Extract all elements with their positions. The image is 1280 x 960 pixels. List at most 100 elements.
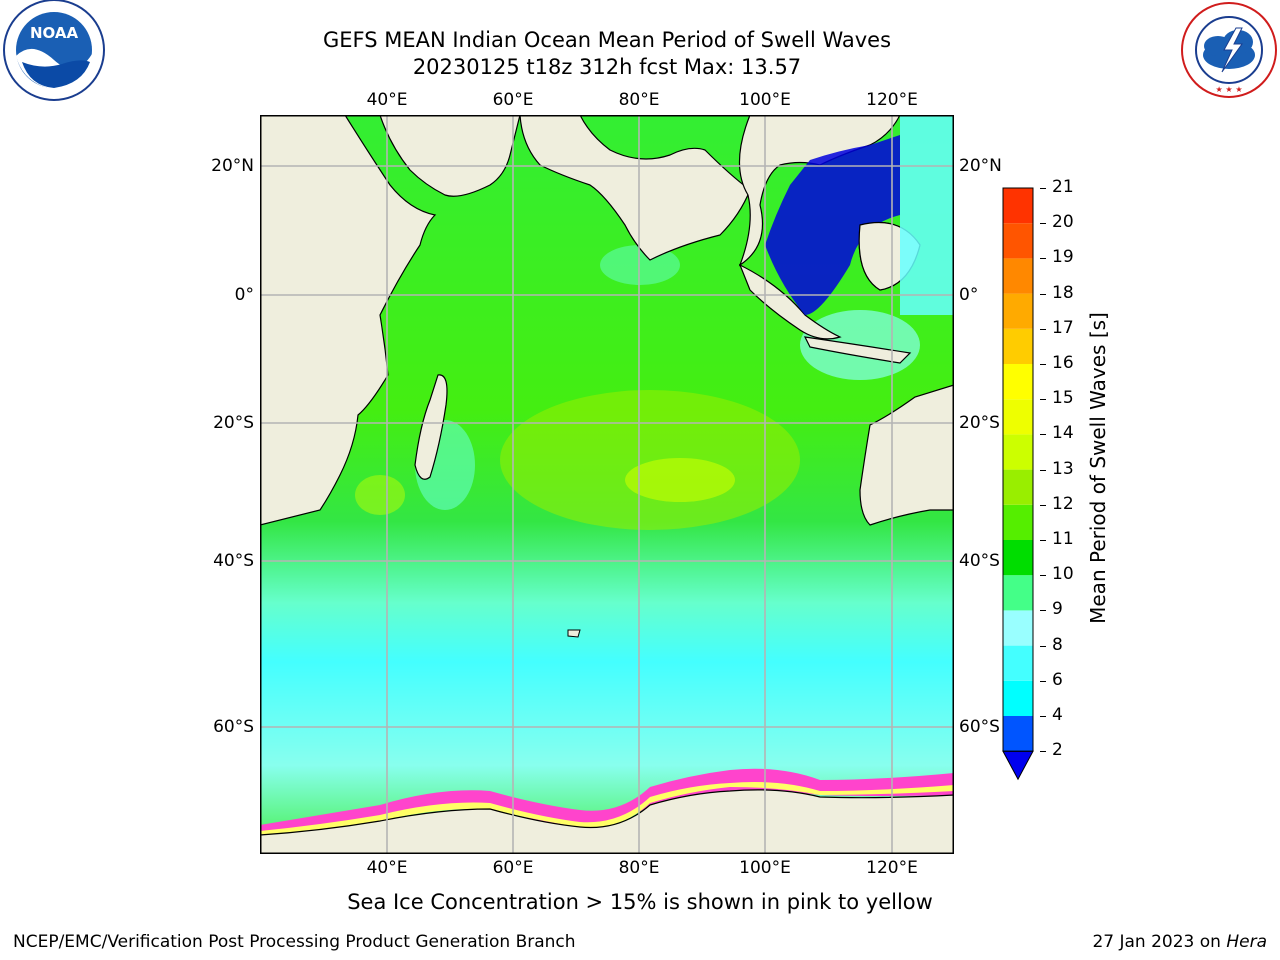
colorbar-tick xyxy=(1040,293,1046,295)
colorbar-swatches xyxy=(1002,187,1034,781)
india-land xyxy=(519,114,751,261)
colorbar-tick xyxy=(1040,575,1046,577)
colorbar-tick xyxy=(1040,610,1046,612)
colorbar-tick-label: 13 xyxy=(1052,458,1074,479)
lat-label-left: 0° xyxy=(234,285,254,305)
colorbar-tick-label: 6 xyxy=(1052,669,1063,690)
colorbar-tick xyxy=(1040,469,1046,471)
colorbar-tick xyxy=(1040,223,1046,225)
colorbar-swatch xyxy=(1003,188,1033,224)
kerguelen-island xyxy=(567,629,581,638)
colorbar-tick-label: 20 xyxy=(1052,212,1074,233)
lat-label-left: 20°N xyxy=(211,156,254,176)
lat-label-right: 60°S xyxy=(959,717,1000,737)
colorbar-swatch xyxy=(1003,258,1033,294)
colorbar-title: Mean Period of Swell Waves [s] xyxy=(1086,312,1110,624)
footer-date-text: 27 Jan 2023 on xyxy=(1092,932,1227,952)
chart-title-line2: 20230125 t18z 312h fcst Max: 13.57 xyxy=(412,55,802,79)
sea-ice-note: Sea Ice Concentration > 15% is shown in … xyxy=(347,890,933,914)
colorbar-swatch xyxy=(1003,540,1033,576)
svg-text:★ ★ ★: ★ ★ ★ xyxy=(1215,85,1242,94)
colorbar-swatch xyxy=(1003,680,1033,716)
colorbar-ticks: 21 20 19 18 17 16 15 14 13 12 11 10 9 8 6 4 2 xyxy=(1040,0,1100,960)
footer-date: 27 Jan 2023 on Hera xyxy=(1092,932,1267,952)
lon-label-top: 80°E xyxy=(618,90,660,110)
lon-label-top: 60°E xyxy=(492,90,534,110)
lon-label-bottom: 100°E xyxy=(739,858,791,878)
colorbar-tick xyxy=(1040,751,1046,753)
arabia-land xyxy=(379,114,521,197)
colorbar-swatch xyxy=(1003,716,1033,752)
nws-logo: ★ ★ ★ xyxy=(1178,0,1280,100)
colorbar-swatch xyxy=(1003,575,1033,611)
colorbar-tick-label: 14 xyxy=(1052,423,1074,444)
colorbar-tick-label: 8 xyxy=(1052,634,1063,655)
swell-core-region xyxy=(500,390,800,530)
lon-label-bottom: 40°E xyxy=(366,858,408,878)
antarctica-land xyxy=(259,789,955,855)
colorbar-swatch xyxy=(1003,364,1033,400)
colorbar-tick-label: 15 xyxy=(1052,388,1074,409)
colorbar-tick xyxy=(1040,540,1046,541)
footer-credit: NCEP/EMC/Verification Post Processing Pr… xyxy=(13,932,576,952)
colorbar-tick-label: 16 xyxy=(1052,353,1074,373)
lon-label-bottom: 80°E xyxy=(618,858,660,878)
colorbar-tick-label: 9 xyxy=(1052,599,1063,620)
colorbar-swatch xyxy=(1003,469,1033,505)
colorbar-tick xyxy=(1040,680,1046,682)
colorbar-tick xyxy=(1040,434,1046,436)
colorbar-tick-label: 4 xyxy=(1052,705,1063,725)
colorbar-tick-label: 11 xyxy=(1052,529,1074,549)
colorbar-tick-label: 21 xyxy=(1052,177,1074,197)
colorbar-tick xyxy=(1040,328,1046,330)
colorbar-swatch xyxy=(1003,610,1033,646)
lat-label-left: 60°S xyxy=(213,717,254,737)
australia-land xyxy=(859,384,955,526)
lon-label-bottom: 60°E xyxy=(492,858,534,878)
lat-label-right: 40°S xyxy=(959,551,1000,571)
lat-label-left: 20°S xyxy=(213,413,254,433)
colorbar-swatch xyxy=(1003,434,1033,470)
swell-max-region xyxy=(625,458,735,502)
sea-ice-edge xyxy=(260,782,954,835)
pacific-region xyxy=(900,115,954,315)
chart-title-line1: GEFS MEAN Indian Ocean Mean Period of Sw… xyxy=(322,28,892,52)
colorbar xyxy=(1000,185,1040,785)
map-panel xyxy=(259,114,955,855)
colorbar-swatch xyxy=(1003,504,1033,540)
colorbar-tick xyxy=(1040,399,1046,401)
footer-machine: Hera xyxy=(1226,932,1267,952)
colorbar-tick-label: 18 xyxy=(1052,282,1074,303)
map-frame xyxy=(260,115,954,854)
lon-label-top: 100°E xyxy=(739,90,791,110)
lat-label-right: 20°N xyxy=(959,156,1002,176)
lat-label-right: 0° xyxy=(959,285,979,305)
swell-mozambique-region xyxy=(355,475,405,515)
colorbar-tick xyxy=(1040,716,1046,717)
colorbar-swatch xyxy=(1003,223,1033,259)
svg-text:NOAA: NOAA xyxy=(30,24,79,42)
colorbar-swatch xyxy=(1003,293,1033,329)
colorbar-frame xyxy=(1002,187,1034,752)
lon-label-top: 40°E xyxy=(366,90,408,110)
colorbar-tick-label: 19 xyxy=(1052,247,1074,268)
colorbar-tick-label: 2 xyxy=(1052,740,1063,761)
colorbar-tick-label: 17 xyxy=(1052,317,1074,338)
colorbar-swatch xyxy=(1003,645,1033,681)
lat-label-right: 20°S xyxy=(959,413,1000,433)
colorbar-tick-label: 10 xyxy=(1052,564,1074,585)
madagascar-land xyxy=(414,374,448,480)
noaa-logo: NOAA xyxy=(2,0,106,104)
colorbar-tick xyxy=(1040,258,1046,260)
colorbar-swatch xyxy=(1003,399,1033,435)
colorbar-swatch xyxy=(1003,328,1033,364)
low-period-sea xyxy=(765,135,900,315)
lon-label-bottom: 120°E xyxy=(866,858,918,878)
lon-label-top: 120°E xyxy=(866,90,918,110)
graticule xyxy=(260,115,954,854)
colorbar-tick xyxy=(1040,504,1046,506)
colorbar-tick xyxy=(1040,188,1046,189)
colorbar-tick-label: 12 xyxy=(1052,493,1074,514)
colorbar-tick xyxy=(1040,645,1046,647)
colorbar-under-arrow xyxy=(1002,750,1034,781)
